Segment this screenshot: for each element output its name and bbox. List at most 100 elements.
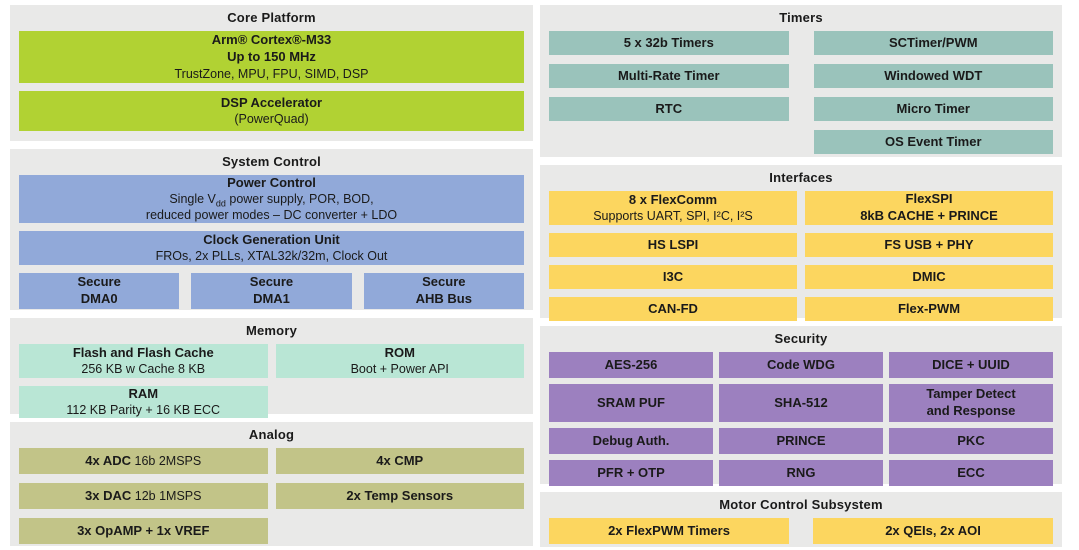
block-sub-line: TrustZone, MPU, FPU, SIMD, DSP	[174, 66, 369, 81]
block-title-line: DICE + UUID	[932, 356, 1010, 372]
cmp-bold: 4x CMP	[376, 452, 424, 468]
block-title-line: Tamper Detect	[926, 386, 1016, 402]
block-can-fd: CAN-FD	[549, 297, 797, 321]
opamp-bold: 3x OpAMP + 1x VREF	[77, 522, 210, 538]
block-title-line: AHB Bus	[415, 291, 472, 306]
block-pfr-otp: PFR + OTP	[549, 460, 713, 486]
dac-bold: 3x DAC	[85, 487, 132, 503]
block-title-line: Power Control	[227, 174, 316, 190]
block-title-line: SHA-512	[774, 394, 828, 410]
section-core-platform: Core Platform Arm® Cortex®-M33 Up to 150…	[10, 5, 533, 141]
block-title-line: RAM	[128, 385, 159, 401]
section-timers: Timers 5 x 32b Timers Multi-Rate Timer R…	[540, 5, 1062, 157]
block-title-line: 3x OpAMP + 1x VREF	[77, 523, 209, 540]
analog-grid-spacer	[276, 518, 525, 544]
block-title-line: SCTimer/PWM	[888, 34, 978, 50]
block-secure-dma0: Secure DMA0	[19, 273, 180, 309]
block-title-line: 2x FlexPWM Timers	[608, 522, 730, 538]
block-title-line: DMIC	[912, 268, 946, 284]
block-flex-pwm: Flex-PWM	[805, 297, 1053, 321]
block-sram-puf: SRAM PUF	[549, 384, 713, 422]
section-interfaces: Interfaces 8 x FlexComm Supports UART, S…	[540, 165, 1062, 321]
interfaces-right-column: FlexSPI 8kB CACHE + PRINCE FS USB + PHY …	[805, 191, 1053, 321]
block-ecc: ECC	[889, 460, 1053, 486]
block-ram: RAM 112 KB Parity + 16 KB ECC	[19, 386, 268, 418]
block-title-line: PRINCE	[776, 432, 826, 448]
adc-bold: 4x ADC	[85, 452, 132, 468]
block-flexcomm: 8 x FlexComm Supports UART, SPI, I²C, I²…	[549, 191, 797, 225]
block-rom: ROM Boot + Power API	[275, 344, 524, 378]
block-i3c: I3C	[549, 265, 797, 289]
block-title-line: DMA0	[80, 291, 118, 306]
block-title-line: 5 x 32b Timers	[623, 34, 714, 50]
block-sctimer-pwm: SCTimer/PWM	[813, 31, 1053, 55]
temp-bold: 2x Temp Sensors	[346, 487, 454, 503]
motor-control-title: Motor Control Subsystem	[719, 497, 883, 512]
timers-grid: 5 x 32b Timers Multi-Rate Timer RTC SCTi…	[549, 31, 1053, 154]
block-cmp: 4x CMP	[275, 448, 524, 474]
block-title-line: Secure	[77, 274, 121, 290]
block-os-event-timer: OS Event Timer	[813, 130, 1053, 154]
block-dsp-accelerator: DSP Accelerator (PowerQuad)	[19, 91, 524, 131]
vdd-suffix: power supply, POR, BOD,	[225, 192, 374, 207]
block-title-line: Up to 150 MHz	[227, 49, 316, 64]
block-rtc: RTC	[549, 97, 789, 121]
block-title-line: 4x CMP	[376, 453, 423, 470]
block-title-line: 2x QEIs, 2x AOI	[885, 522, 981, 538]
security-grid: AES-256 Code WDG DICE + UUID SRAM PUF SH…	[549, 352, 1053, 486]
block-title-line: DMA1	[253, 291, 290, 306]
motor-control-grid: 2x FlexPWM Timers 2x QEIs, 2x AOI	[549, 518, 1053, 544]
left-column: Core Platform Arm® Cortex®-M33 Up to 150…	[10, 5, 533, 546]
block-hs-lspi: HS LSPI	[549, 233, 797, 257]
vdd-prefix: Single V	[169, 192, 216, 207]
block-title-line: PFR + OTP	[597, 464, 665, 480]
block-title-line: Debug Auth.	[592, 432, 670, 448]
block-title-line: ROM	[384, 344, 415, 360]
block-tamper-detect: Tamper Detect and Response	[889, 384, 1053, 422]
security-title: Security	[774, 331, 828, 346]
block-title-line: AES-256	[604, 356, 658, 372]
block-title-line: 8kB CACHE + PRINCE	[860, 208, 998, 223]
right-column: Timers 5 x 32b Timers Multi-Rate Timer R…	[540, 5, 1062, 547]
core-platform-title: Core Platform	[227, 10, 316, 25]
section-motor-control: Motor Control Subsystem 2x FlexPWM Timer…	[540, 492, 1062, 547]
block-opamp-vref: 3x OpAMP + 1x VREF	[19, 518, 268, 544]
block-title-line: Micro Timer	[896, 100, 970, 116]
interfaces-title: Interfaces	[769, 170, 833, 185]
secure-dma-row: Secure DMA0 Secure DMA1 Secure AHB Bus	[19, 273, 524, 309]
dac-rest: 12b 1MSPS	[131, 488, 202, 503]
block-title-line: Flash and Flash Cache	[72, 344, 214, 360]
analog-grid: 4x ADC 16b 2MSPS 4x CMP 3x DAC 12b 1MSPS…	[19, 448, 524, 544]
block-title-line: PKC	[957, 432, 985, 448]
memory-grid-spacer	[276, 386, 525, 418]
block-title-line: Code WDG	[767, 356, 835, 372]
block-sub-line: Boot + Power API	[350, 362, 449, 377]
timers-right-column: SCTimer/PWM Windowed WDT Micro Timer OS …	[813, 31, 1053, 154]
block-temp-sensors: 2x Temp Sensors	[275, 483, 524, 509]
block-sub-line: Supports UART, SPI, I²C, I²S	[593, 209, 753, 224]
block-title-line: CAN-FD	[648, 300, 698, 316]
block-title-line: 2x Temp Sensors	[346, 488, 453, 505]
vdd-subscript: dd	[215, 198, 226, 209]
block-sha-512: SHA-512	[719, 384, 883, 422]
block-power-control: Power Control Single Vdd power supply, P…	[19, 175, 524, 223]
block-sub-line: 256 KB w Cache 8 KB	[81, 362, 206, 377]
block-sub-line: Single Vdd power supply, POR, BOD,	[169, 191, 374, 209]
block-title-line: FS USB + PHY	[884, 236, 974, 252]
block-multi-rate-timer: Multi-Rate Timer	[549, 64, 789, 88]
block-title-line: Windowed WDT	[884, 67, 983, 83]
block-title-line: Secure	[249, 274, 294, 290]
block-prince: PRINCE	[719, 428, 883, 454]
block-title-line: 4x ADC 16b 2MSPS	[85, 453, 201, 470]
section-memory: Memory Flash and Flash Cache 256 KB w Ca…	[10, 318, 533, 418]
interfaces-grid: 8 x FlexComm Supports UART, SPI, I²C, I²…	[549, 191, 1053, 321]
section-security: Security AES-256 Code WDG DICE + UUID SR…	[540, 326, 1062, 486]
block-dac: 3x DAC 12b 1MSPS	[19, 483, 268, 509]
block-title-line: Arm® Cortex®-M33	[211, 32, 332, 48]
block-title-line: OS Event Timer	[884, 133, 982, 149]
block-dmic: DMIC	[805, 265, 1053, 289]
block-32b-timers: 5 x 32b Timers	[549, 31, 789, 55]
block-sub-line: 112 KB Parity + 16 KB ECC	[66, 403, 221, 418]
block-code-wdg: Code WDG	[719, 352, 883, 378]
